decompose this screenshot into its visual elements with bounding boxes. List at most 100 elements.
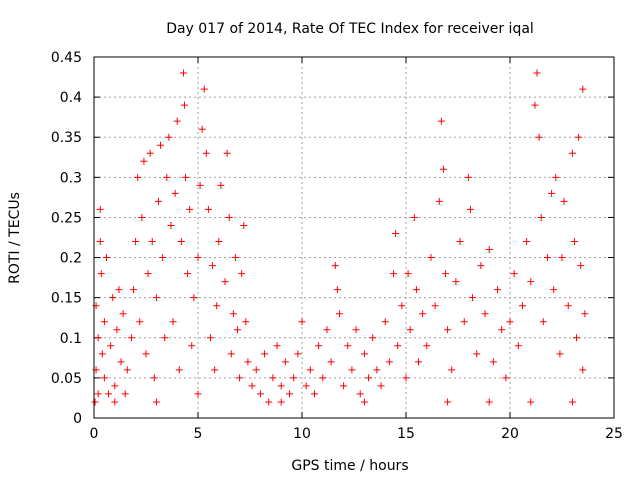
data-point <box>167 221 175 229</box>
data-point <box>558 254 566 262</box>
data-point <box>552 173 560 181</box>
data-point <box>186 205 194 213</box>
data-point <box>136 318 144 326</box>
data-point <box>175 366 183 374</box>
data-point <box>97 270 105 278</box>
data-point <box>196 181 204 189</box>
data-point <box>290 374 298 382</box>
data-point <box>514 342 522 350</box>
data-point <box>575 133 583 141</box>
data-point <box>229 310 237 318</box>
data-point <box>412 286 420 294</box>
data-point <box>437 117 445 125</box>
data-point <box>146 149 154 157</box>
data-point <box>202 149 210 157</box>
data-point <box>533 69 541 77</box>
data-point <box>206 334 214 342</box>
data-point <box>150 374 158 382</box>
data-point <box>248 382 256 390</box>
data-point <box>159 254 167 262</box>
data-point <box>356 390 364 398</box>
x-tick-label: 0 <box>90 426 99 442</box>
data-point <box>323 326 331 334</box>
data-point <box>579 85 587 93</box>
data-point <box>209 262 217 270</box>
data-point <box>130 286 138 294</box>
data-point <box>502 374 510 382</box>
data-point <box>113 326 121 334</box>
data-point <box>111 382 119 390</box>
data-point <box>109 294 117 302</box>
data-point <box>213 302 221 310</box>
data-point <box>460 318 468 326</box>
data-point <box>190 294 198 302</box>
data-point <box>564 302 572 310</box>
y-tick-label: 0.2 <box>60 251 82 267</box>
data-point <box>100 374 108 382</box>
data-point <box>464 173 472 181</box>
data-point <box>294 350 302 358</box>
data-point <box>123 366 131 374</box>
data-point <box>410 213 418 221</box>
data-point <box>535 133 543 141</box>
data-point <box>394 342 402 350</box>
data-point <box>392 229 400 237</box>
data-point <box>261 350 269 358</box>
data-point <box>198 125 206 133</box>
data-point <box>148 238 156 246</box>
data-point <box>169 318 177 326</box>
data-point <box>335 310 343 318</box>
data-point <box>252 366 260 374</box>
y-tick-label: 0.4 <box>60 90 82 106</box>
data-point <box>273 342 281 350</box>
data-point <box>182 173 190 181</box>
data-point <box>236 374 244 382</box>
data-point <box>385 358 393 366</box>
data-point <box>179 69 187 77</box>
data-point <box>348 366 356 374</box>
data-point <box>577 262 585 270</box>
data-point <box>406 326 414 334</box>
data-point <box>119 310 127 318</box>
data-point <box>319 374 327 382</box>
data-point <box>402 374 410 382</box>
x-tick-label: 25 <box>605 426 623 442</box>
data-point <box>331 262 339 270</box>
data-point <box>573 334 581 342</box>
data-point <box>423 342 431 350</box>
x-tick-label: 20 <box>501 426 519 442</box>
data-points <box>91 69 589 406</box>
data-point <box>234 326 242 334</box>
data-point <box>298 318 306 326</box>
data-point <box>448 366 456 374</box>
data-point <box>227 350 235 358</box>
data-point <box>140 157 148 165</box>
data-point <box>556 350 564 358</box>
x-tick-label: 15 <box>397 426 415 442</box>
data-point <box>452 278 460 286</box>
data-point <box>302 382 310 390</box>
x-tick-label: 5 <box>194 426 203 442</box>
data-point <box>132 238 140 246</box>
data-point <box>121 390 129 398</box>
data-point <box>481 310 489 318</box>
data-point <box>265 398 273 406</box>
data-point <box>506 318 514 326</box>
data-point <box>365 374 373 382</box>
data-point <box>456 238 464 246</box>
data-point <box>527 278 535 286</box>
data-point <box>581 310 589 318</box>
data-point <box>568 149 576 157</box>
data-point <box>194 254 202 262</box>
data-point <box>485 246 493 254</box>
data-point <box>548 189 556 197</box>
data-point <box>360 398 368 406</box>
data-point <box>431 302 439 310</box>
data-point <box>256 390 264 398</box>
data-point <box>537 213 545 221</box>
data-point <box>494 286 502 294</box>
data-point <box>523 238 531 246</box>
data-point <box>161 334 169 342</box>
data-point <box>543 254 551 262</box>
